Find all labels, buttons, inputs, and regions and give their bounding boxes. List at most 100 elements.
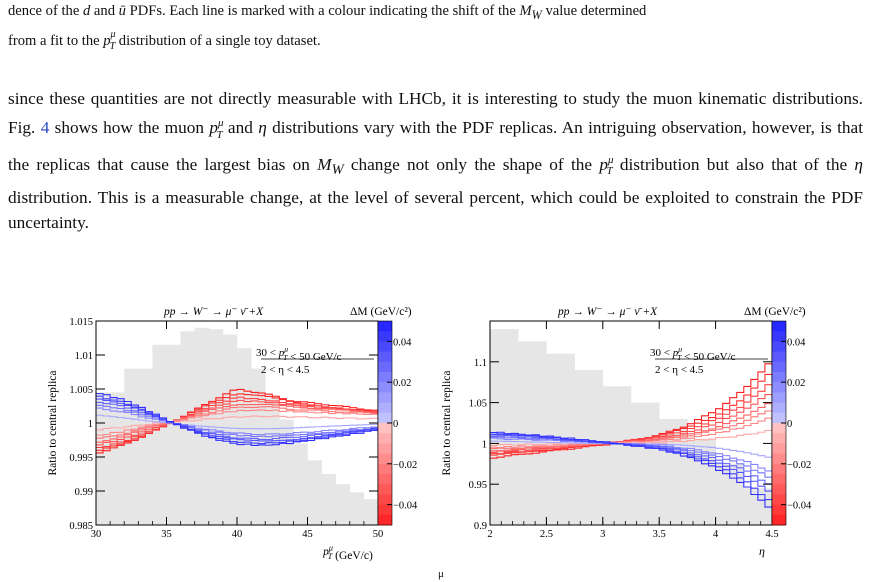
process-label: pp → W⁻ → μ⁻ ν̄ +X (557, 306, 658, 318)
colorbar-segment (378, 494, 392, 506)
colorbar-segment (772, 463, 786, 475)
colorbar-segment (378, 484, 392, 495)
colorbar-segment (772, 321, 786, 332)
colorbar-tick-label: 0.02 (787, 378, 805, 389)
y-tick-label: 1.1 (474, 358, 487, 369)
colorbar-segment (378, 504, 392, 516)
colorbar-title: ΔM (GeV/c²) (350, 306, 412, 318)
colorbar: 0.04 0.02 0 −0.02 −0.04 (771, 320, 812, 526)
x-axis: 2 2.5 3 3.5 4 4.5 (487, 321, 779, 540)
colorbar-segment (378, 402, 392, 414)
process-label: pp → W⁻ → μ⁻ ν̄ +X (163, 306, 264, 318)
x-tick-label: 3 (600, 529, 605, 540)
y-tick-label: 1 (482, 439, 487, 450)
colorbar: 0.04 0.02 0 −0.02 −0.04 (377, 320, 418, 526)
colorbar-segment (772, 423, 786, 434)
replica-line (96, 407, 378, 436)
cut-label-1: 30 < pμ T < 50 GeV/c (256, 345, 342, 363)
histogram-bin (124, 368, 153, 525)
colorbar-segment (772, 494, 786, 506)
colorbar-segment (378, 423, 392, 434)
cut-label-2: 2 < η < 4.5 (655, 364, 704, 376)
colorbar-tick-label: 0.02 (393, 378, 411, 389)
x-axis-label: pμ T (GeV/c) (322, 543, 373, 562)
body-paragraph: since these quantities are not directly … (8, 89, 863, 233)
colorbar-segment (378, 331, 392, 342)
colorbar-segment (772, 372, 786, 383)
histogram-bin (574, 369, 604, 525)
colorbar-tick-label: −0.04 (787, 501, 812, 512)
histogram-bin (602, 386, 632, 525)
colorbar-segment (772, 331, 786, 342)
caption-line-1: dence of the d and ū PDFs. Each line is … (8, 3, 647, 22)
colorbar-segment (772, 412, 786, 424)
replica-line (490, 431, 772, 508)
caption-tail: dence of the d and ū PDFs. Each line is … (8, 0, 863, 58)
x-tick-label: 30 (91, 529, 102, 540)
y-tick-label: 1 (88, 419, 93, 430)
colorbar-segment (772, 402, 786, 414)
x-tick-label: 2 (487, 529, 492, 540)
x-tick-label: 4 (713, 529, 719, 540)
figure-svg: 30 35 40 45 500.9850.990.99511.0051.011.015R… (47, 306, 812, 562)
histogram-bin (152, 344, 181, 525)
figure-4: 30 35 40 45 50 0.985 0.99 0.995 1 1.005 1.01 1.015 R… (0, 304, 871, 582)
replica-line (96, 406, 378, 439)
histogram-bin (237, 348, 252, 525)
colorbar-segment (378, 474, 392, 485)
colorbar-segment (772, 382, 786, 393)
y-tick-label: 1.01 (75, 351, 93, 362)
colorbar-segment (772, 453, 786, 465)
colorbar-tick-label: −0.02 (393, 460, 417, 471)
colorbar-segment (772, 514, 786, 526)
colorbar-segment (378, 412, 392, 424)
colorbar-tick-label: 0.04 (787, 337, 806, 348)
colorbar-segment (378, 321, 392, 332)
histogram-bin (307, 460, 322, 525)
replica-line (96, 396, 378, 449)
histogram-bin (631, 402, 660, 525)
x-tick-label: 2.5 (540, 529, 553, 540)
y-tick-label: 0.95 (469, 480, 487, 491)
colorbar-segment (772, 474, 786, 485)
x-tick-label: 3.5 (653, 529, 666, 540)
colorbar-segment (378, 341, 392, 353)
colorbar-segment (378, 351, 392, 363)
colorbar-tick-label: −0.02 (787, 460, 811, 471)
colorbar-tick-label: 0.04 (393, 337, 412, 348)
colorbar-segment (772, 361, 786, 373)
replica-line (96, 399, 378, 446)
figure-ref-link[interactable]: 4 (40, 118, 50, 138)
colorbar-segment (772, 351, 786, 363)
plot-2: 2 2.5 3 3.5 4 4.5 0.9 0.95 1 1.05 1.1 Ratio to cent… (441, 306, 812, 558)
histogram-bin (222, 334, 238, 525)
y-axis: 0.985 0.99 0.995 1 1.005 1.01 1.015 (69, 317, 378, 532)
colorbar-segment (772, 443, 786, 455)
histogram-bin (490, 329, 519, 525)
y-tick-label: 0.985 (69, 521, 93, 532)
y-axis: 0.9 0.95 1 1.05 1.1 (469, 358, 772, 532)
replica-line (96, 409, 378, 436)
y-tick-label: 0.9 (474, 521, 487, 532)
histogram-bin (265, 395, 280, 525)
plot-1: 30 35 40 45 50 0.985 0.99 0.995 1 1.005 1.01 1.015 R… (47, 306, 418, 540)
y-tick-label: 1.05 (469, 399, 487, 410)
y-axis-label: Ratio to central replica (47, 370, 59, 475)
colorbar-segment (378, 443, 392, 455)
colorbar-segment (378, 433, 392, 444)
caption-line-2: from a fit to the pμT distribution of a … (8, 28, 321, 52)
histogram-bin (293, 443, 308, 525)
colorbar-segment (772, 392, 786, 404)
colorbar-segment (772, 433, 786, 444)
histogram-bin (96, 392, 125, 525)
replica-line (96, 403, 378, 443)
y-axis-label: Ratio to central replica (441, 370, 453, 475)
colorbar-segment (378, 453, 392, 465)
x-tick-label: 4.5 (765, 529, 778, 540)
colorbar-tick-label: −0.04 (393, 501, 418, 512)
y-tick-label: 1.005 (69, 385, 93, 396)
histogram-bin (349, 492, 365, 525)
colorbar-tick-label: 0 (787, 419, 792, 430)
x-tick-label: 45 (302, 529, 313, 540)
replica-lines (490, 363, 772, 508)
